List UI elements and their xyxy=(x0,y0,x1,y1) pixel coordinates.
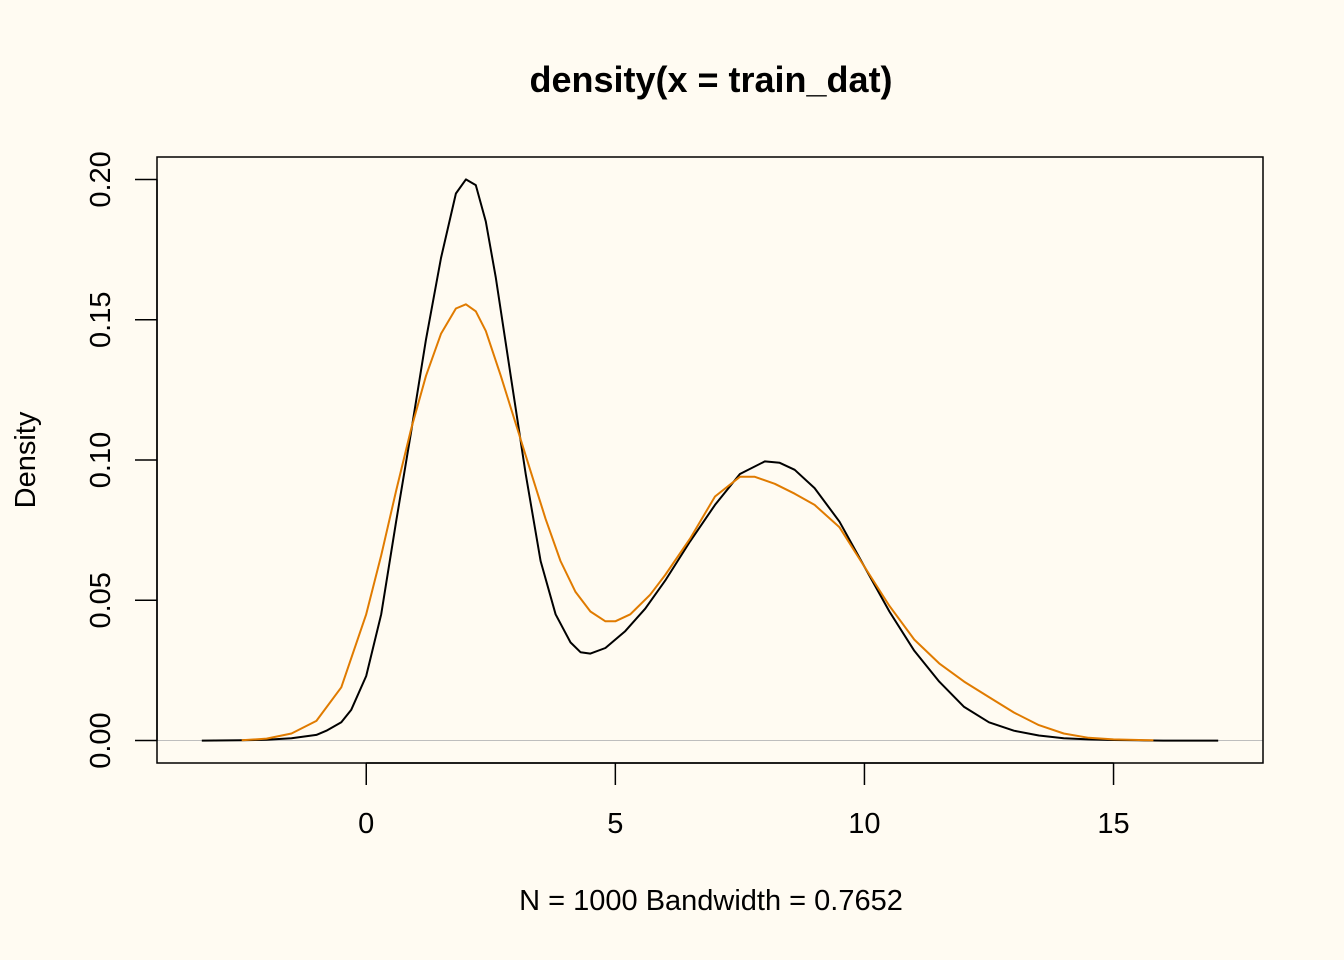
density-line-2 xyxy=(241,303,1154,742)
x-tick-label: 0 xyxy=(358,808,374,840)
chart-title: density(x = train_dat) xyxy=(529,59,892,100)
x-tick-label: 10 xyxy=(848,808,880,840)
density-line-1 xyxy=(201,178,1219,742)
y-axis-label: Density xyxy=(10,411,42,508)
y-tick-label: 0.00 xyxy=(85,712,117,768)
y-tick-label: 0.05 xyxy=(85,572,117,628)
plot-marks xyxy=(201,178,1219,742)
y-tick-label: 0.15 xyxy=(85,291,117,347)
plot-frame xyxy=(156,156,1264,764)
x-tick-label: 15 xyxy=(1097,808,1129,840)
x-axis-label: N = 1000 Bandwidth = 0.7652 xyxy=(519,885,903,917)
y-tick-label: 0.20 xyxy=(85,151,117,207)
y-axis: 0.00 0.05 0.10 0.15 0.20 xyxy=(85,151,158,769)
x-axis: 0 5 10 15 xyxy=(358,762,1130,840)
y-tick-label: 0.10 xyxy=(85,432,117,488)
x-tick-label: 5 xyxy=(607,808,623,840)
